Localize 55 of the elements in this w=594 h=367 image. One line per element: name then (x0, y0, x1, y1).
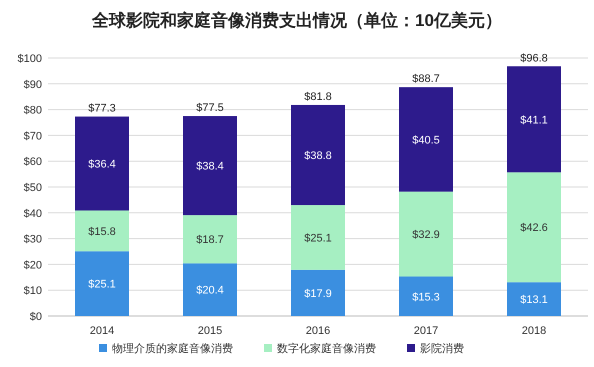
legend-label: 物理介质的家庭音像消费 (112, 342, 233, 355)
bar (183, 116, 237, 216)
x-tick-label: 2015 (198, 325, 222, 337)
total-label: $96.8 (520, 52, 548, 64)
data-label: $13.1 (520, 294, 548, 306)
data-label: $38.4 (196, 160, 224, 173)
bar (183, 263, 237, 316)
data-label: $20.4 (196, 284, 224, 297)
chart-title: 全球影院和家庭音像消费支出情况（单位：10亿美元） (91, 11, 502, 30)
data-label: $38.8 (304, 150, 332, 162)
bar (291, 270, 345, 316)
bar (183, 215, 237, 264)
bar (507, 282, 561, 316)
total-label: $77.5 (196, 102, 224, 114)
bar (75, 251, 129, 316)
bar (399, 192, 453, 277)
y-tick-label: $10 (24, 285, 42, 298)
data-label: $36.4 (88, 158, 116, 171)
bar (75, 210, 129, 252)
y-tick-label: $0 (30, 311, 42, 323)
data-label: $40.5 (412, 134, 440, 146)
y-tick-label: $30 (24, 234, 42, 246)
bar (399, 87, 453, 192)
data-label: $15.8 (88, 226, 116, 238)
y-tick-label: $20 (24, 259, 42, 272)
data-label: $41.1 (520, 114, 548, 126)
total-label: $77.3 (88, 102, 116, 115)
x-tick-label: 2018 (522, 325, 546, 337)
y-tick-label: $90 (24, 78, 42, 91)
bar (291, 205, 345, 270)
total-label: $81.8 (304, 90, 332, 103)
data-label: $42.6 (520, 222, 548, 234)
y-tick-label: $70 (24, 130, 42, 142)
x-tick-label: 2016 (306, 325, 330, 337)
bar (399, 276, 453, 316)
x-tick-label: 2014 (90, 325, 114, 337)
legend-label: 影院消费 (420, 342, 464, 355)
legend-label: 数字化家庭音像消费 (277, 342, 376, 355)
y-tick-label: $100 (18, 53, 42, 65)
x-tick-label: 2017 (414, 325, 438, 337)
total-label: $88.7 (412, 73, 440, 86)
data-label: $25.1 (88, 278, 116, 291)
y-tick-label: $60 (24, 156, 42, 168)
data-label: $25.1 (304, 232, 332, 244)
y-tick-label: $50 (24, 182, 42, 194)
data-label: $17.9 (304, 288, 332, 300)
bar (291, 104, 345, 206)
data-label: $18.7 (196, 234, 224, 246)
data-label: $15.3 (412, 291, 440, 304)
data-label: $32.9 (412, 229, 440, 242)
bar (507, 172, 561, 282)
y-tick-label: $40 (24, 208, 42, 220)
y-tick-label: $80 (24, 104, 42, 117)
bar (75, 116, 129, 210)
bar (507, 66, 561, 172)
